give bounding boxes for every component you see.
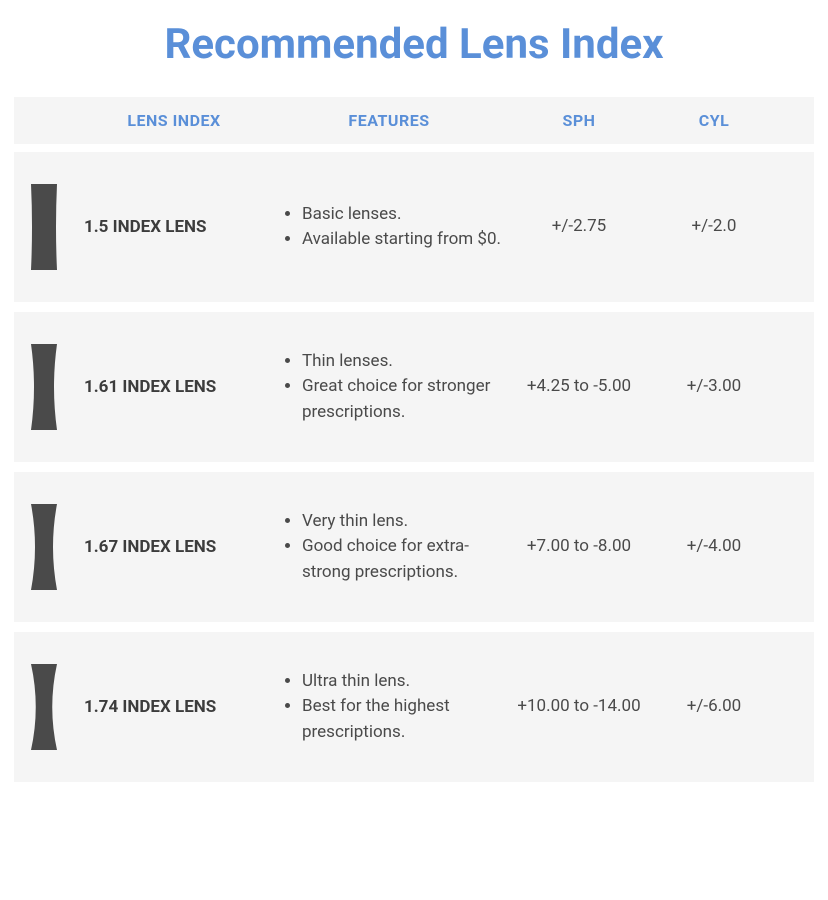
cyl-value: +/-3.00 <box>654 375 774 399</box>
lens-index-name: 1.61 INDEX LENS <box>74 377 274 397</box>
feature-item: Good choice for extra-strong prescriptio… <box>302 534 504 585</box>
cyl-value: +/-4.00 <box>654 535 774 559</box>
table-body: 1.5 INDEX LENSBasic lenses.Available sta… <box>14 152 814 782</box>
header-sph: SPH <box>504 111 654 130</box>
lens-thickness-icon <box>14 172 74 282</box>
feature-item: Basic lenses. <box>302 202 504 228</box>
sph-value: +4.25 to -5.00 <box>504 375 654 399</box>
lens-index-name: 1.5 INDEX LENS <box>74 217 274 237</box>
feature-item: Great choice for stronger prescriptions. <box>302 374 504 425</box>
table-row: 1.61 INDEX LENSThin lenses.Great choice … <box>14 312 814 462</box>
sph-value: +7.00 to -8.00 <box>504 535 654 559</box>
header-features: FEATURES <box>274 111 504 130</box>
features-cell: Ultra thin lens.Best for the highest pre… <box>274 669 504 746</box>
table-row: 1.67 INDEX LENSVery thin lens.Good choic… <box>14 472 814 622</box>
feature-item: Thin lenses. <box>302 349 504 375</box>
table-header: LENS INDEX FEATURES SPH CYL <box>14 97 814 144</box>
table-row: 1.74 INDEX LENSUltra thin lens.Best for … <box>14 632 814 782</box>
sph-value: +10.00 to -14.00 <box>504 695 654 719</box>
features-cell: Very thin lens.Good choice for extra-str… <box>274 509 504 586</box>
lens-index-name: 1.67 INDEX LENS <box>74 537 274 557</box>
cyl-value: +/-2.0 <box>654 215 774 239</box>
features-cell: Thin lenses.Great choice for stronger pr… <box>274 349 504 426</box>
lens-index-name: 1.74 INDEX LENS <box>74 697 274 717</box>
header-lens-index: LENS INDEX <box>74 111 274 130</box>
features-cell: Basic lenses.Available starting from $0. <box>274 202 504 253</box>
feature-item: Ultra thin lens. <box>302 669 504 695</box>
table-row: 1.5 INDEX LENSBasic lenses.Available sta… <box>14 152 814 302</box>
sph-value: +/-2.75 <box>504 215 654 239</box>
lens-thickness-icon <box>14 652 74 762</box>
lens-thickness-icon <box>14 332 74 442</box>
lens-thickness-icon <box>14 492 74 602</box>
page-title: Recommended Lens Index <box>14 20 814 69</box>
feature-item: Very thin lens. <box>302 509 504 535</box>
feature-item: Available starting from $0. <box>302 227 504 253</box>
feature-item: Best for the highest prescriptions. <box>302 694 504 745</box>
cyl-value: +/-6.00 <box>654 695 774 719</box>
header-cyl: CYL <box>654 111 774 130</box>
